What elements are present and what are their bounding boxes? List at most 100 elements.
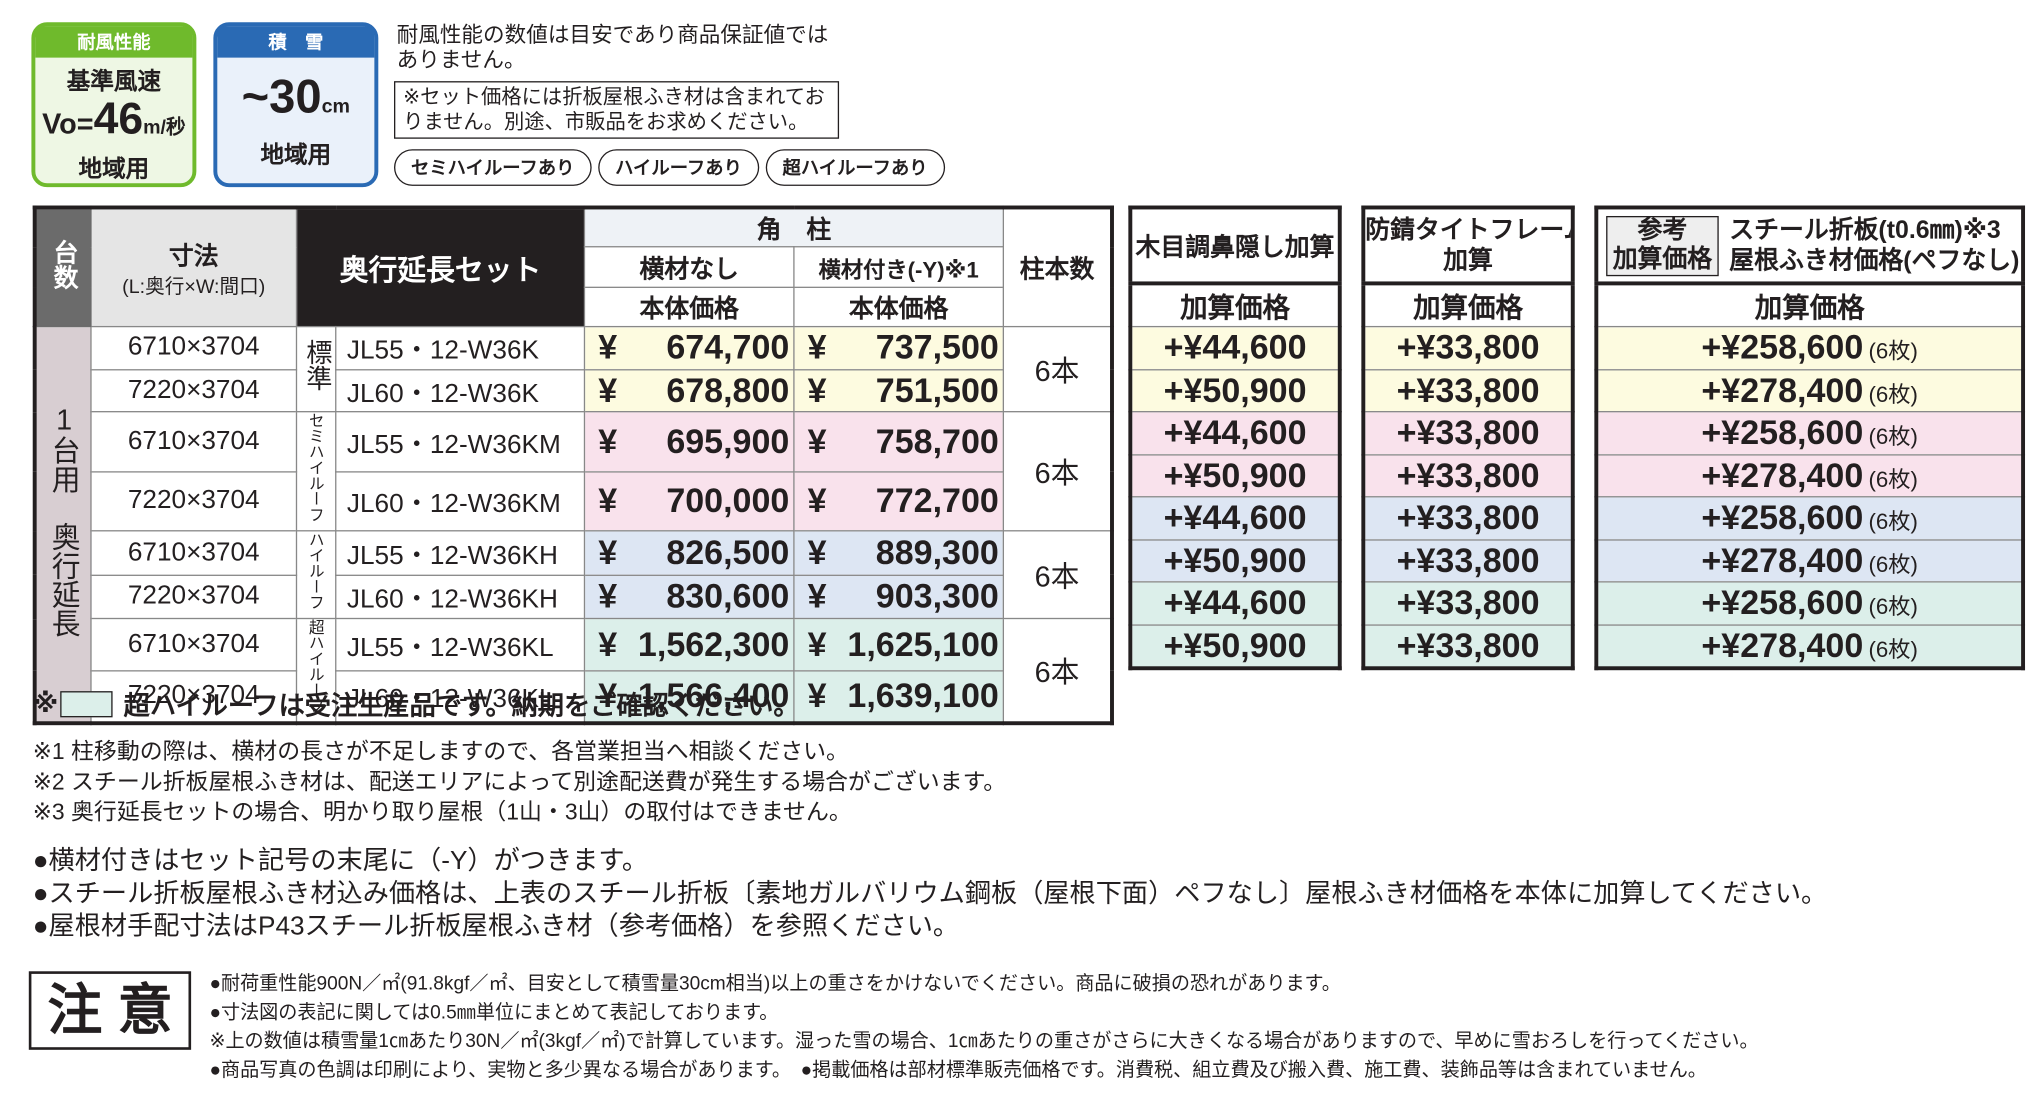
row: 7220×3704 JL60・12-W36K ¥678,800 ¥751,500 (34, 368, 1113, 413)
row: 7220×3704 JL60・12-W36KM ¥700,000 ¥772,700 (34, 470, 1113, 532)
value-cell: +¥33,800 (1362, 453, 1574, 498)
row: +¥44,600 (1129, 581, 1341, 626)
value: 50,900 (1202, 370, 1307, 410)
group-cell: 標準 (295, 325, 337, 413)
price: ¥751,500 (795, 370, 1002, 410)
header-row: 参考 加算価格 スチール折板(t0.6㎜)※3 屋根ふき材価格(ペフなし) (1595, 206, 2024, 285)
badge-unit: cm (321, 95, 350, 118)
code: JL60・12-W36K (335, 368, 586, 413)
count: (6枚) (1868, 466, 1918, 492)
value-cell: +¥258,600 (6枚) (1595, 496, 2024, 540)
value: 278,400 (1740, 625, 1864, 665)
header: 横材なし (583, 246, 795, 288)
size: 6710×3704 (90, 617, 298, 672)
size: 6710×3704 (90, 530, 298, 576)
currency: +¥ (1163, 625, 1203, 665)
count: (6枚) (1868, 339, 1918, 365)
value-cell: +¥258,600 (6枚) (1595, 411, 2024, 455)
value: 50,900 (1202, 540, 1307, 580)
badge-text: 基準風速 (66, 68, 162, 95)
tag-line: 参考 (1637, 216, 1688, 245)
currency: +¥ (1396, 412, 1436, 452)
price: ¥695,900 (586, 421, 793, 462)
count: (6枚) (1868, 552, 1918, 577)
made-to-order-note: ※ 超ハイルーフは受注生産品です。納期をご確認ください。 (33, 685, 800, 723)
row: 7220×3704 JL60・12-W36KL ¥1,566,400 ¥1,639,1… (34, 669, 1113, 724)
price-value: 751,500 (875, 370, 999, 410)
row: 6710×3704 超ハイルーフ JL55・12-W36KL ¥1,562,300 ¥1… (34, 617, 1113, 724)
price: ¥1,566,400 (586, 676, 793, 717)
snow-badge: 積 雪 ~30cm 地域用 (213, 22, 379, 188)
price-cell: ¥758,700 (793, 411, 1005, 472)
row: +¥50,900 (1129, 623, 1341, 669)
tag: ハイルーフあり (598, 149, 759, 186)
code: JL60・12-W36KH (335, 574, 586, 620)
footnote: ※2 スチール折板屋根ふき材は、配送エリアによって別途配送費が発生する場合がござ… (32, 768, 1007, 795)
bullet: ●横材付きはセット記号の末尾に（-Y）がつきます。 (32, 846, 649, 876)
currency: +¥ (1396, 327, 1436, 367)
caution-line: ●商品写真の色調は印刷により、実物と多少異なる場合があります。 ●掲載価格は部材… (209, 1060, 1707, 1082)
size: 6710×3704 (90, 411, 298, 472)
row: 6710×3704 ハイルーフ JL55・12-W36KH ¥826,500 ¥889,… (34, 530, 1113, 620)
value-cell: +¥44,600 (1129, 411, 1341, 455)
price-value: 826,500 (666, 532, 790, 572)
value: 258,600 (1740, 412, 1864, 452)
posts: 6本 (1002, 325, 1113, 413)
value-cell: +¥50,900 (1129, 538, 1341, 583)
price-value: 1,625,100 (847, 624, 999, 664)
currency: ¥ (807, 624, 827, 664)
currency: +¥ (1396, 370, 1436, 410)
value-cell: +¥44,600 (1129, 496, 1341, 540)
currency: +¥ (1396, 455, 1436, 495)
value: 258,600 (1740, 327, 1864, 367)
footnote: ※1 柱移動の際は、横材の長さが不足しますので、各営業担当へ相談ください。 (32, 738, 849, 765)
price-cell: ¥1,566,400 (583, 669, 795, 724)
footnote: ※3 奥行延長セットの場合、明かり取り屋根（1山・3山）の取付はできません。 (32, 798, 852, 825)
currency: +¥ (1163, 327, 1203, 367)
price-value: 772,700 (875, 480, 999, 521)
price-cell: ¥700,000 (583, 470, 795, 532)
currency: ¥ (807, 370, 827, 410)
currency: +¥ (1163, 455, 1203, 495)
value-cell: +¥278,400 (6枚) (1595, 368, 2024, 413)
row: +¥33,800 (1362, 623, 1574, 669)
value: 258,600 (1740, 497, 1864, 538)
value-cell: +¥33,800 (1362, 411, 1574, 455)
tag: セミハイルーフあり (394, 149, 592, 186)
header-wrap: 参考 加算価格 スチール折板(t0.6㎜)※3 屋根ふき材価格(ペフなし) (1598, 215, 2021, 276)
price-cell: ¥751,500 (793, 368, 1005, 413)
price-cell: ¥1,625,100 (793, 617, 1005, 672)
row: +¥50,900 (1129, 453, 1341, 498)
code: JL55・12-W36KM (335, 411, 586, 472)
header-row: 加算価格 (1595, 281, 2024, 328)
currency: ¥ (598, 370, 618, 410)
header-row: 防錆タイトフレーム 加算 (1362, 206, 1574, 285)
currency: ¥ (807, 480, 827, 521)
value: 44,600 (1202, 582, 1307, 623)
currency: ¥ (807, 532, 827, 572)
value-cell: +¥50,900 (1129, 368, 1341, 413)
price-cell: ¥674,700 (583, 325, 795, 370)
price: ¥1,625,100 (795, 624, 1002, 665)
currency: +¥ (1701, 370, 1741, 410)
value-cell: +¥33,800 (1362, 623, 1574, 669)
row: +¥44,600 (1129, 496, 1341, 540)
value-cell: +¥33,800 (1362, 538, 1574, 583)
value: 258,600 (1740, 582, 1864, 623)
currency: +¥ (1163, 540, 1203, 580)
row: +¥50,900 (1129, 368, 1341, 413)
price: ¥889,300 (795, 532, 1002, 573)
posts: 6本 (1002, 617, 1113, 724)
currency: +¥ (1396, 582, 1436, 623)
row: +¥278,400 (6枚) (1595, 538, 2024, 583)
currency: ¥ (807, 421, 827, 461)
size: 7220×3704 (90, 574, 298, 620)
disclaimer: 耐風性能の数値は目安であり商品保証値ではありません。 (396, 23, 829, 72)
value: 278,400 (1740, 455, 1864, 495)
price: ¥1,562,300 (586, 624, 793, 665)
row: +¥258,600 (6枚) (1595, 496, 2024, 540)
value: 278,400 (1740, 370, 1864, 410)
price: ¥1,639,100 (795, 676, 1002, 717)
color-swatch (60, 690, 114, 717)
row: +¥278,400 (6枚) (1595, 453, 2024, 498)
